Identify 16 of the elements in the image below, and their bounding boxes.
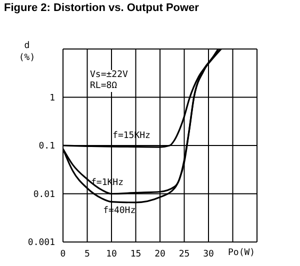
x-tick-label: 0 [60,249,66,260]
y-tick-label: 0.1 [38,142,55,152]
x-tick-label: 5 [84,249,90,260]
x-tick-label: 20 [154,249,166,260]
y-tick-label: 1 [50,93,55,104]
annotation: Vs=±22V [90,70,128,81]
x-tick-label: 15 [130,249,142,260]
x-tick-label: 30 [203,249,214,260]
chart-title: Figure 2: Distortion vs. Output Power [4,2,199,14]
x-tick-label: 10 [106,249,117,260]
y-tick-label: 0.01 [33,190,55,200]
x-tick-label: 25 [178,249,190,260]
annotation: RL=8Ω [90,81,118,92]
y-tick-label: 0.001 [28,238,55,248]
x-axis-title: Po(W) [228,248,256,258]
y-axis-title: d (%) [18,40,36,64]
